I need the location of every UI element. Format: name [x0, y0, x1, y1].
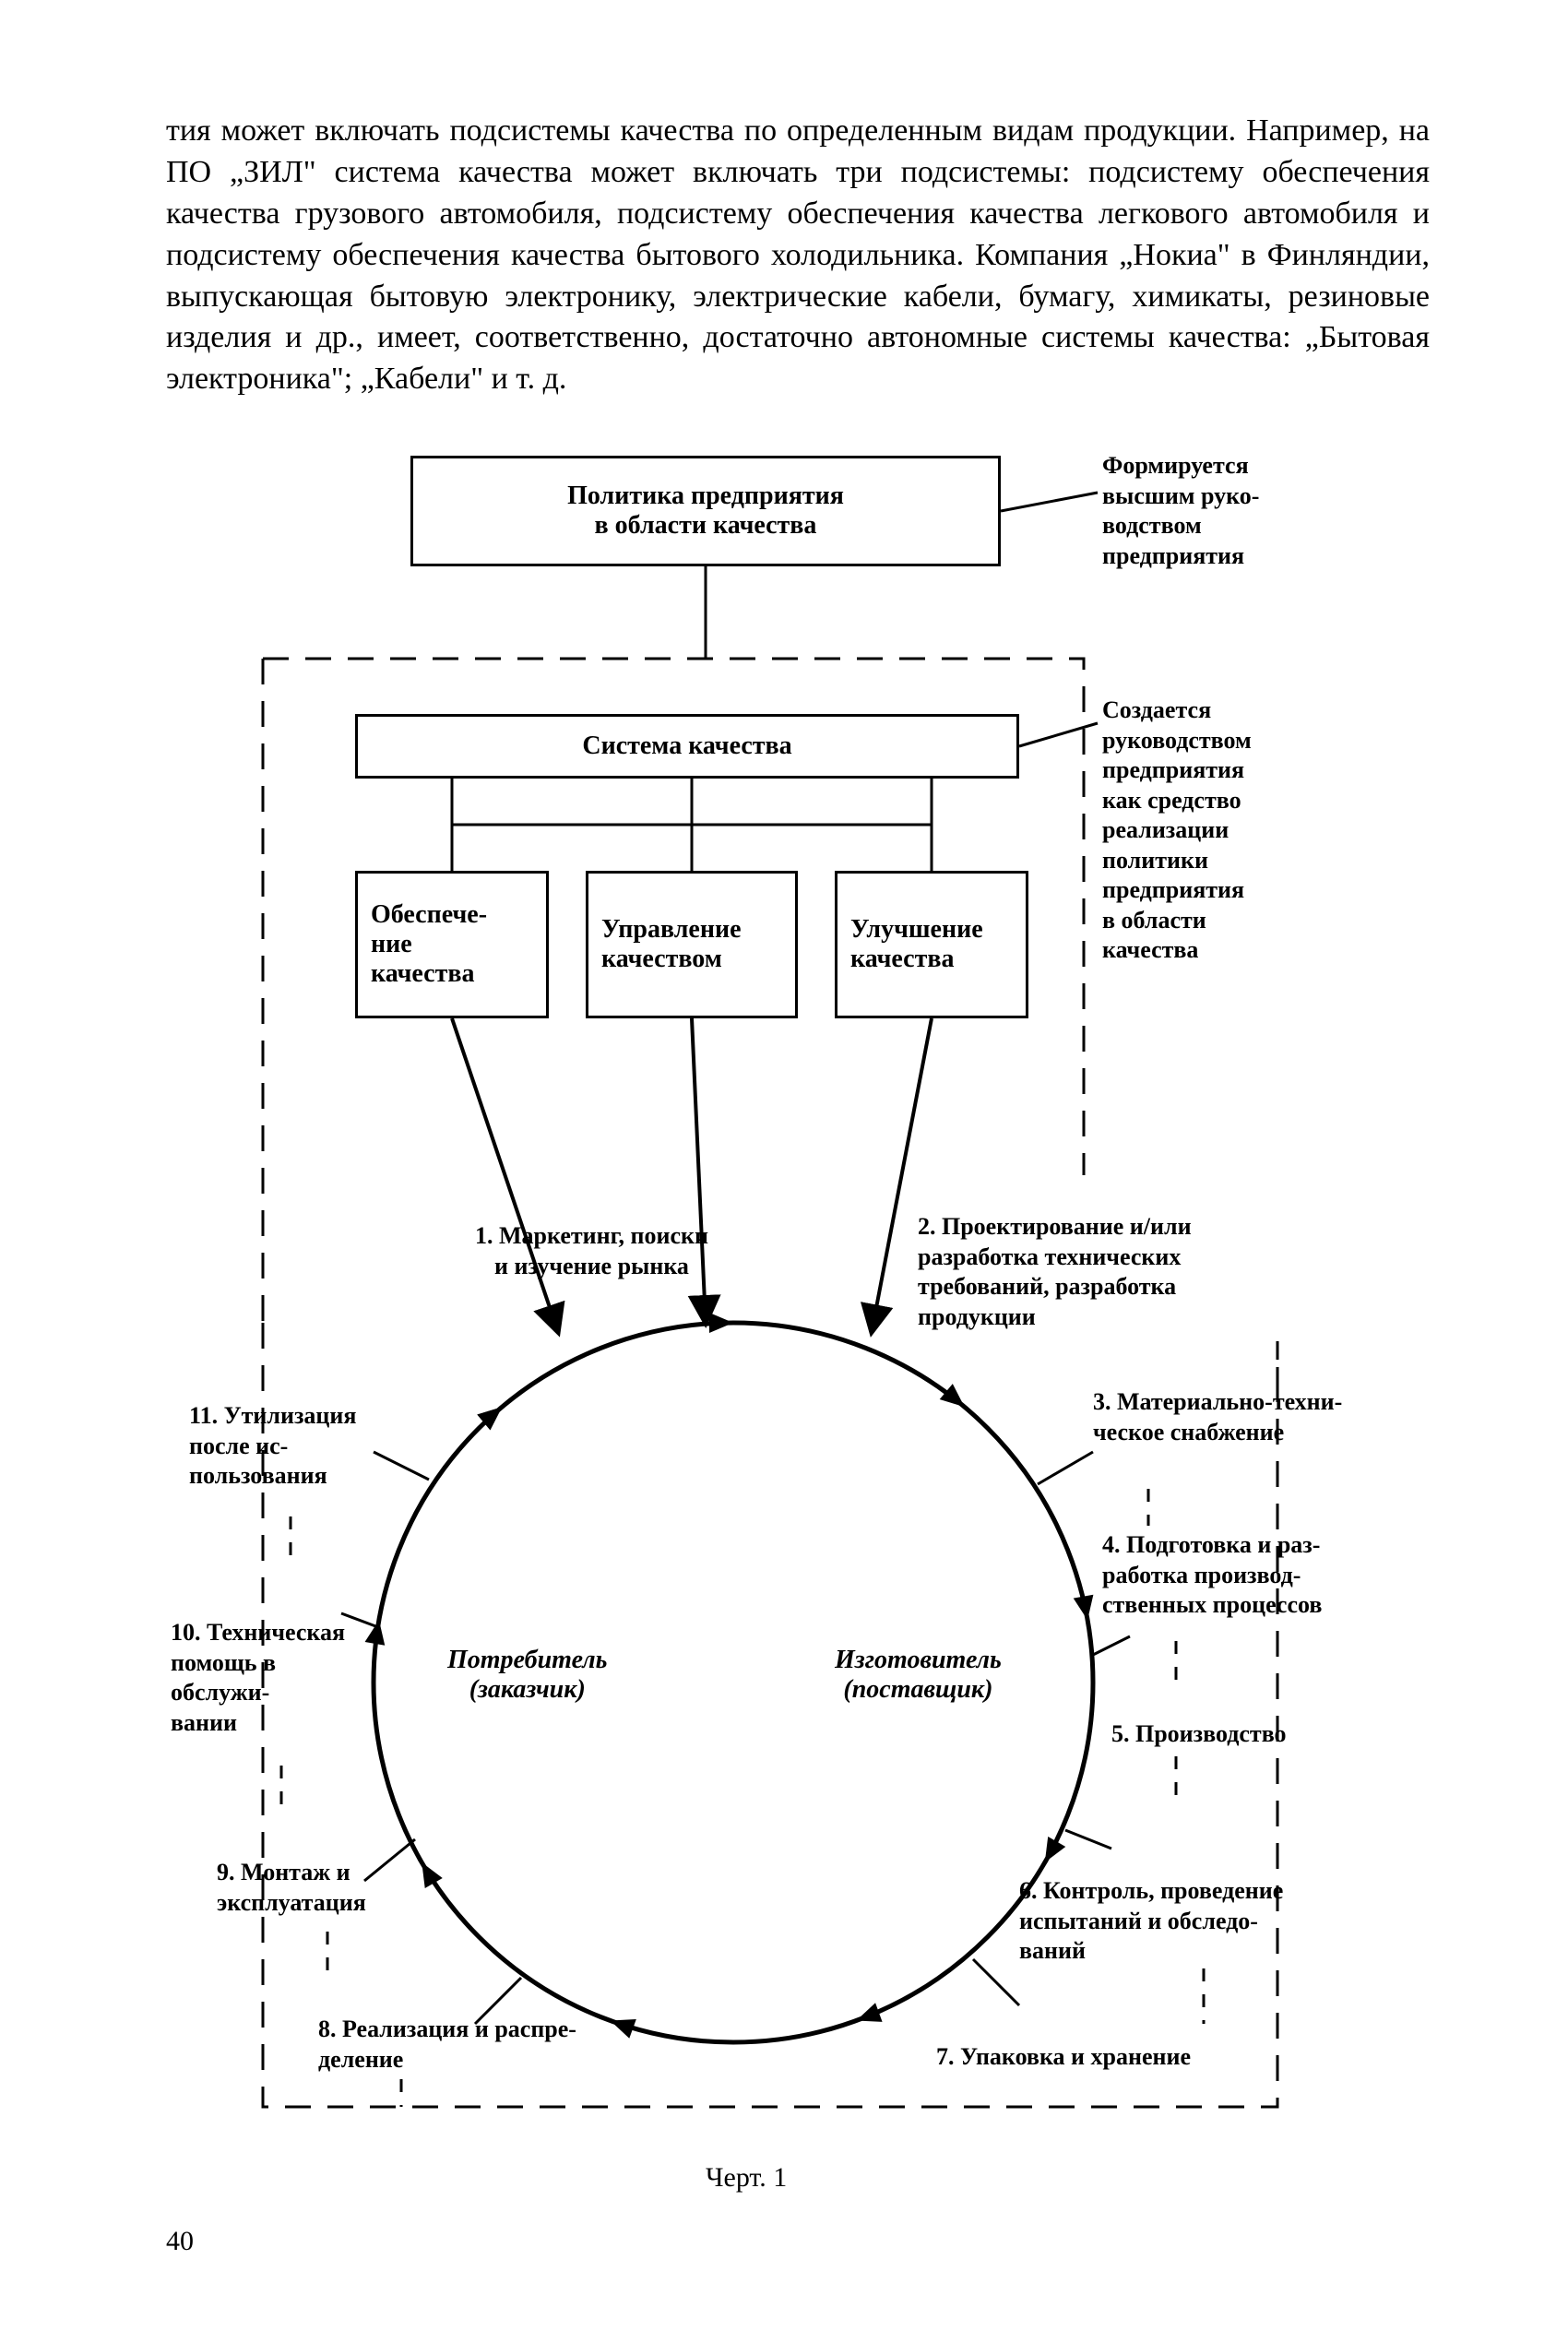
- box-improvement: Улучшениекачества: [835, 871, 1028, 1018]
- cycle-label-10: 10. Техническаяпомощь вобслужи-вании: [171, 1618, 345, 1738]
- box-improvement-label: Улучшениекачества: [850, 915, 983, 974]
- box-assurance-label: Обеспече-ниекачества: [371, 900, 487, 989]
- cycle-label-4: 4. Подготовка и раз-работка производ-ств…: [1102, 1530, 1322, 1621]
- cycle-label-11: 11. Утилизацияпосле ис-пользования: [189, 1401, 356, 1492]
- cycle-label-8: 8. Реализация и распре-деление: [318, 2015, 576, 2075]
- cycle-label-6: 6. Контроль, проведениеиспытаний и обсле…: [1019, 1876, 1283, 1967]
- side-note-created-text: Создаетсяруководствомпредприятиякак сред…: [1102, 696, 1252, 963]
- box-system: Система качества: [355, 714, 1019, 779]
- cycle-label-5: 5. Производство: [1111, 1719, 1287, 1750]
- center-consumer: Потребитель(заказчик): [447, 1646, 607, 1705]
- side-note-formed: Формируетсявысшим руко-водствомпредприят…: [1102, 451, 1259, 571]
- figure-caption: Черт. 1: [706, 2162, 787, 2194]
- body-paragraph: тия может включать подсистемы качества п…: [166, 111, 1430, 400]
- box-system-label: Система качества: [582, 731, 791, 761]
- box-assurance: Обеспече-ниекачества: [355, 871, 549, 1018]
- cycle-label-2: 2. Проектирование и/илиразработка технич…: [918, 1212, 1192, 1332]
- quality-diagram: Политика предприятияв области качества С…: [171, 456, 1425, 2227]
- box-policy: Политика предприятияв области качества: [410, 456, 1001, 566]
- center-producer: Изготовитель(поставщик): [835, 1646, 1002, 1705]
- box-management-label: Управлениекачеством: [601, 915, 742, 974]
- side-note-formed-text: Формируетсявысшим руко-водствомпредприят…: [1102, 452, 1259, 569]
- box-management: Управлениекачеством: [586, 871, 798, 1018]
- box-policy-label: Политика предприятияв области качества: [567, 482, 844, 541]
- cycle-label-3: 3. Материально-техни-ческое снабжение: [1093, 1387, 1342, 1447]
- cycle-label-9: 9. Монтаж иэксплуатация: [217, 1858, 366, 1918]
- page: тия может включать подсистемы качества п…: [0, 0, 1568, 2331]
- cycle-label-1: 1. Маркетинг, поискии изучение рынка: [475, 1221, 708, 1281]
- cycle-label-7: 7. Упаковка и хранение: [936, 2042, 1191, 2073]
- page-number: 40: [166, 2226, 194, 2257]
- side-note-created: Создаетсяруководствомпредприятиякак сред…: [1102, 696, 1252, 966]
